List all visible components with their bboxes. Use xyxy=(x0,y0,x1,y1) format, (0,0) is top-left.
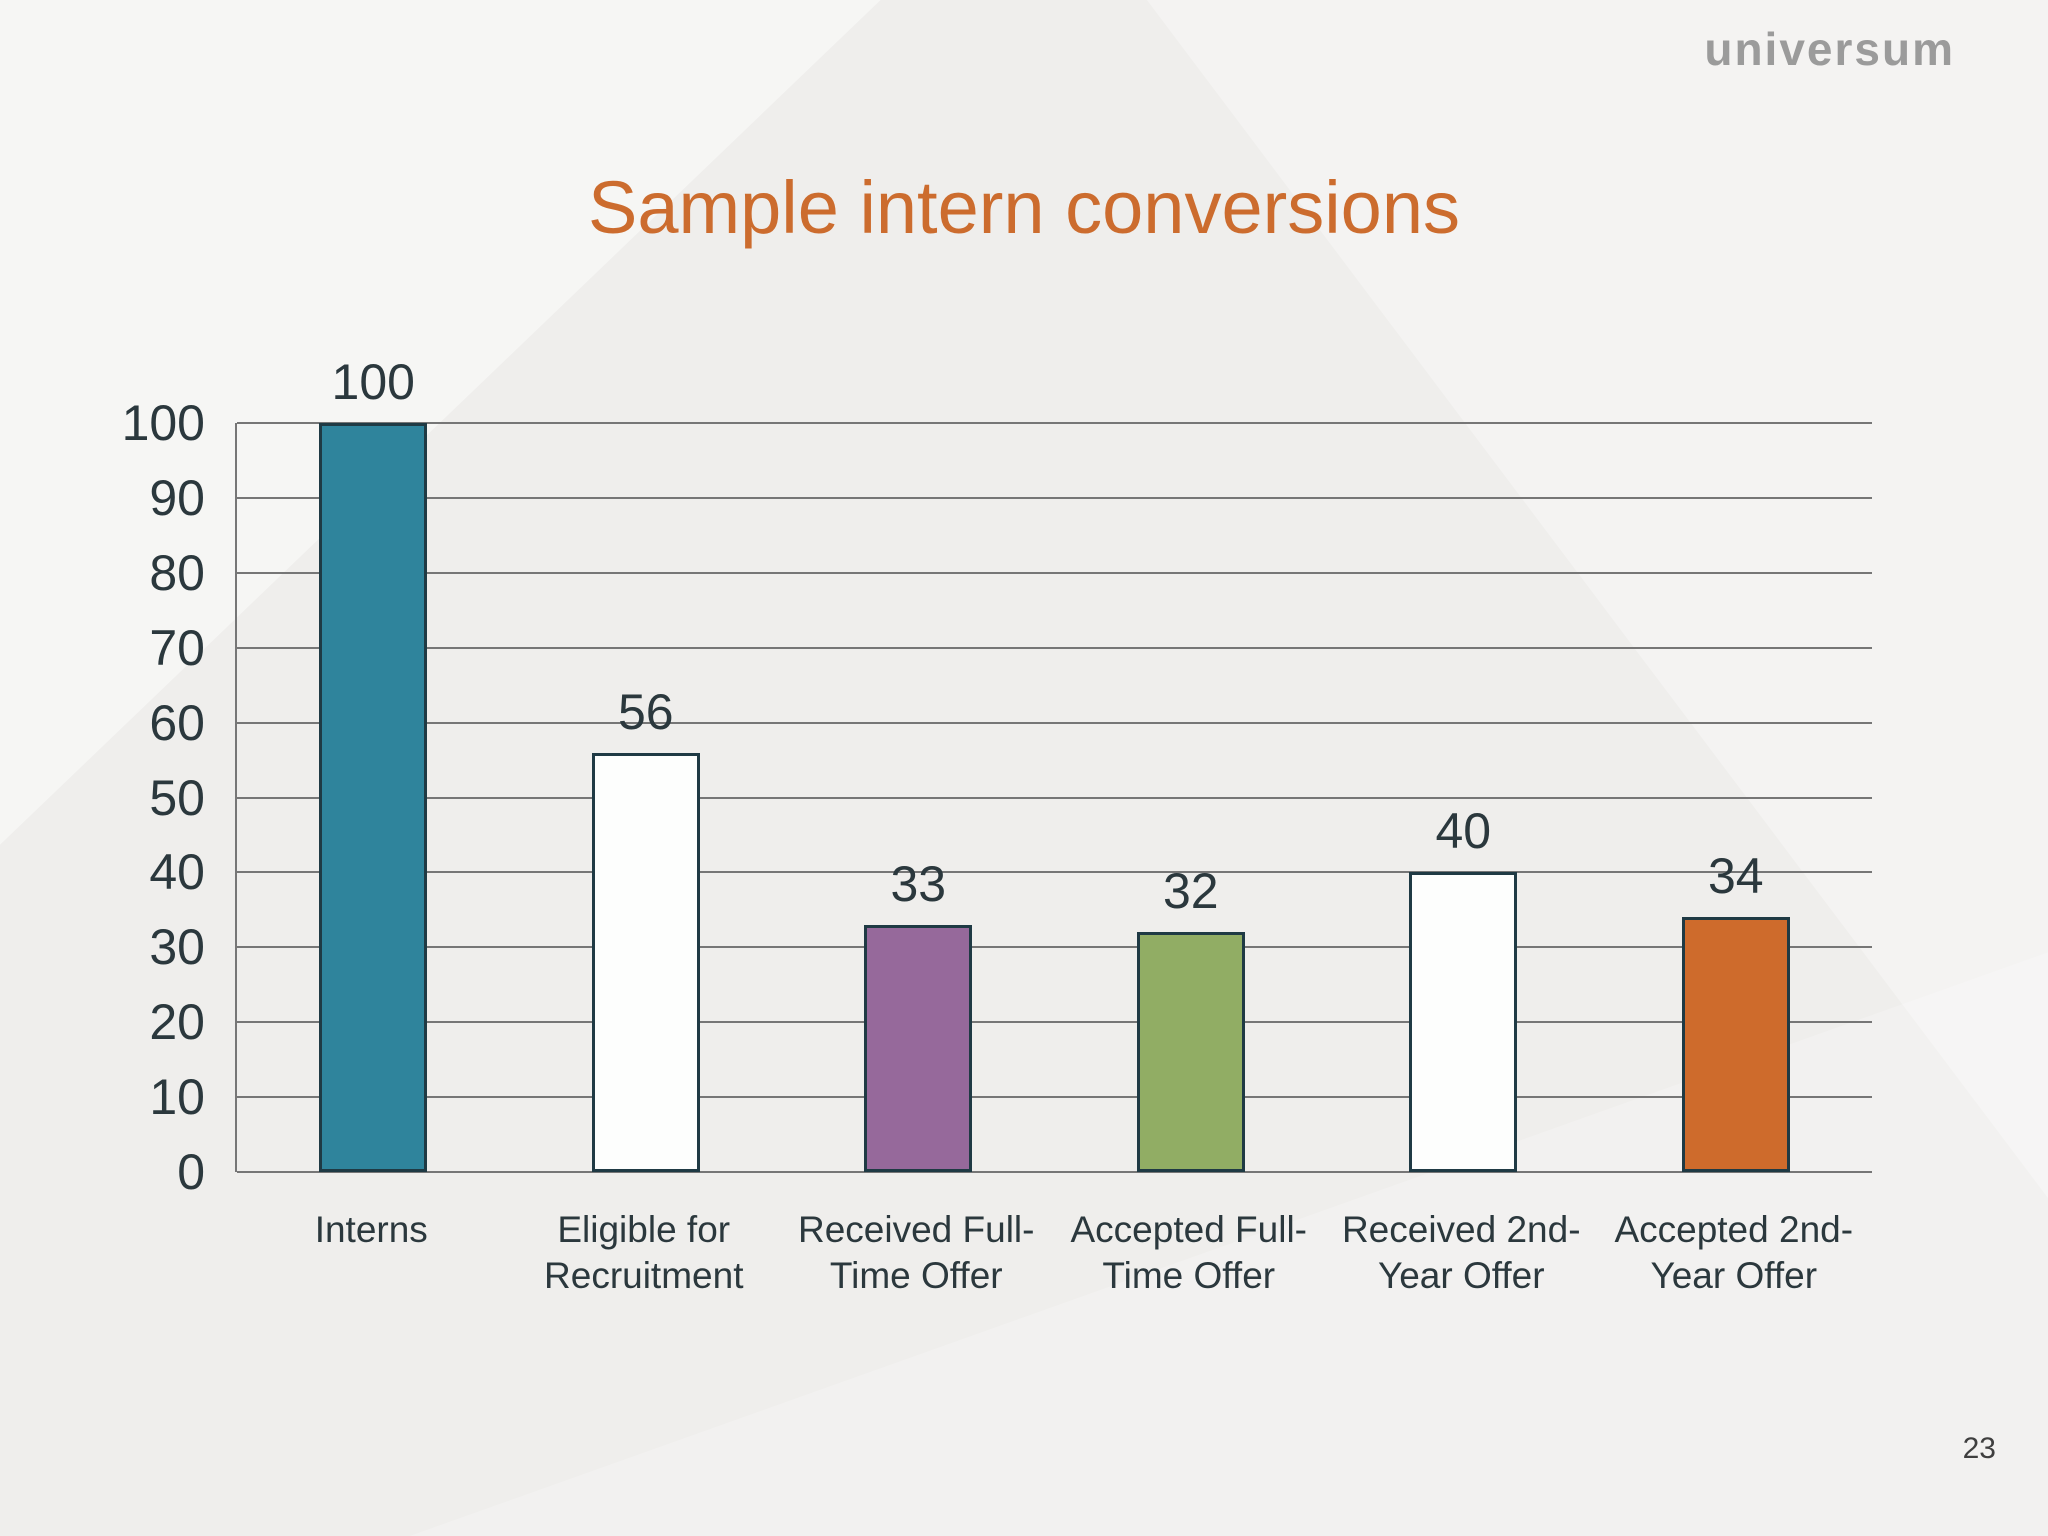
category-label-line: Year Offer xyxy=(1377,1255,1545,1297)
y-tick-label-90: 90 xyxy=(149,469,205,526)
gridline-70 xyxy=(237,646,1872,649)
bar-received-full-time-offer xyxy=(864,924,973,1172)
gridline-0 xyxy=(237,1171,1872,1173)
gridline-60 xyxy=(237,721,1872,724)
y-tick-label-70: 70 xyxy=(149,619,205,676)
category-label: Accepted 2nd- Year Offer xyxy=(1598,1207,1871,1300)
bar-value-label: 33 xyxy=(890,855,947,912)
page-number: 23 xyxy=(1962,1432,1996,1465)
y-tick-label-80: 80 xyxy=(149,544,205,601)
y-tick-label-40: 40 xyxy=(149,844,205,901)
y-tick-label-60: 60 xyxy=(149,694,205,751)
bar-accepted-full-time-offer xyxy=(1136,932,1245,1172)
category-label: Received Full- Time Offer xyxy=(780,1207,1053,1300)
category-label: Eligible for Recruitment xyxy=(508,1207,781,1300)
category-label-line: Eligible for xyxy=(557,1209,731,1250)
category-label-line: Time Offer xyxy=(1102,1255,1276,1297)
universum-logo: universum xyxy=(1704,23,1955,75)
bar-value-label: 34 xyxy=(1707,848,1764,905)
bar-value-label: 100 xyxy=(331,354,415,410)
gridline-20 xyxy=(237,1021,1872,1024)
bar-value-label: 40 xyxy=(1435,803,1492,860)
chart-title: Sample intern conversions xyxy=(588,166,1460,249)
category-label-line: Year Offer xyxy=(1650,1255,1818,1297)
category-label-line: Recruitment xyxy=(544,1255,744,1297)
gridline-30 xyxy=(237,946,1872,949)
category-label-line: Time Offer xyxy=(829,1255,1003,1297)
bar-accepted-2nd-year-offer xyxy=(1681,917,1790,1172)
category-label-line: Accepted 2nd- xyxy=(1614,1209,1854,1250)
gridline-80 xyxy=(237,571,1872,574)
bar-value-label: 32 xyxy=(1162,863,1219,920)
gridline-10 xyxy=(237,1096,1872,1099)
bar-eligible-for-recruitment xyxy=(591,752,700,1172)
y-tick-label-10: 10 xyxy=(149,1069,205,1126)
y-tick-label-50: 50 xyxy=(149,769,205,826)
category-label-line: Accepted Full- xyxy=(1070,1209,1308,1250)
category-label: Received 2nd- Year Offer xyxy=(1325,1207,1598,1300)
bar-interns xyxy=(319,423,428,1172)
gridline-40 xyxy=(237,871,1872,874)
y-axis-labels: 0 10 20 30 40 50 60 70 80 90 100 xyxy=(0,398,205,1197)
bar-received-2nd-year-offer xyxy=(1409,872,1518,1172)
gridline-50 xyxy=(237,796,1872,799)
category-label-line: Received 2nd- xyxy=(1341,1209,1581,1250)
category-label-line: Received Full- xyxy=(798,1209,1035,1250)
gridline-100 xyxy=(237,422,1872,424)
y-tick-label-0: 0 xyxy=(177,1144,205,1200)
y-tick-label-30: 30 xyxy=(149,919,205,976)
category-label-line: Interns xyxy=(314,1209,428,1250)
y-tick-label-100: 100 xyxy=(121,395,205,451)
category-label: Accepted Full- Time Offer xyxy=(1053,1207,1326,1300)
chart-plot: 100 56 33 32 40 34 xyxy=(235,354,1872,1173)
gridline-90 xyxy=(237,496,1872,499)
y-tick-label-20: 20 xyxy=(149,994,205,1051)
bar-value-label: 56 xyxy=(617,683,674,740)
category-label: Interns xyxy=(235,1207,508,1253)
